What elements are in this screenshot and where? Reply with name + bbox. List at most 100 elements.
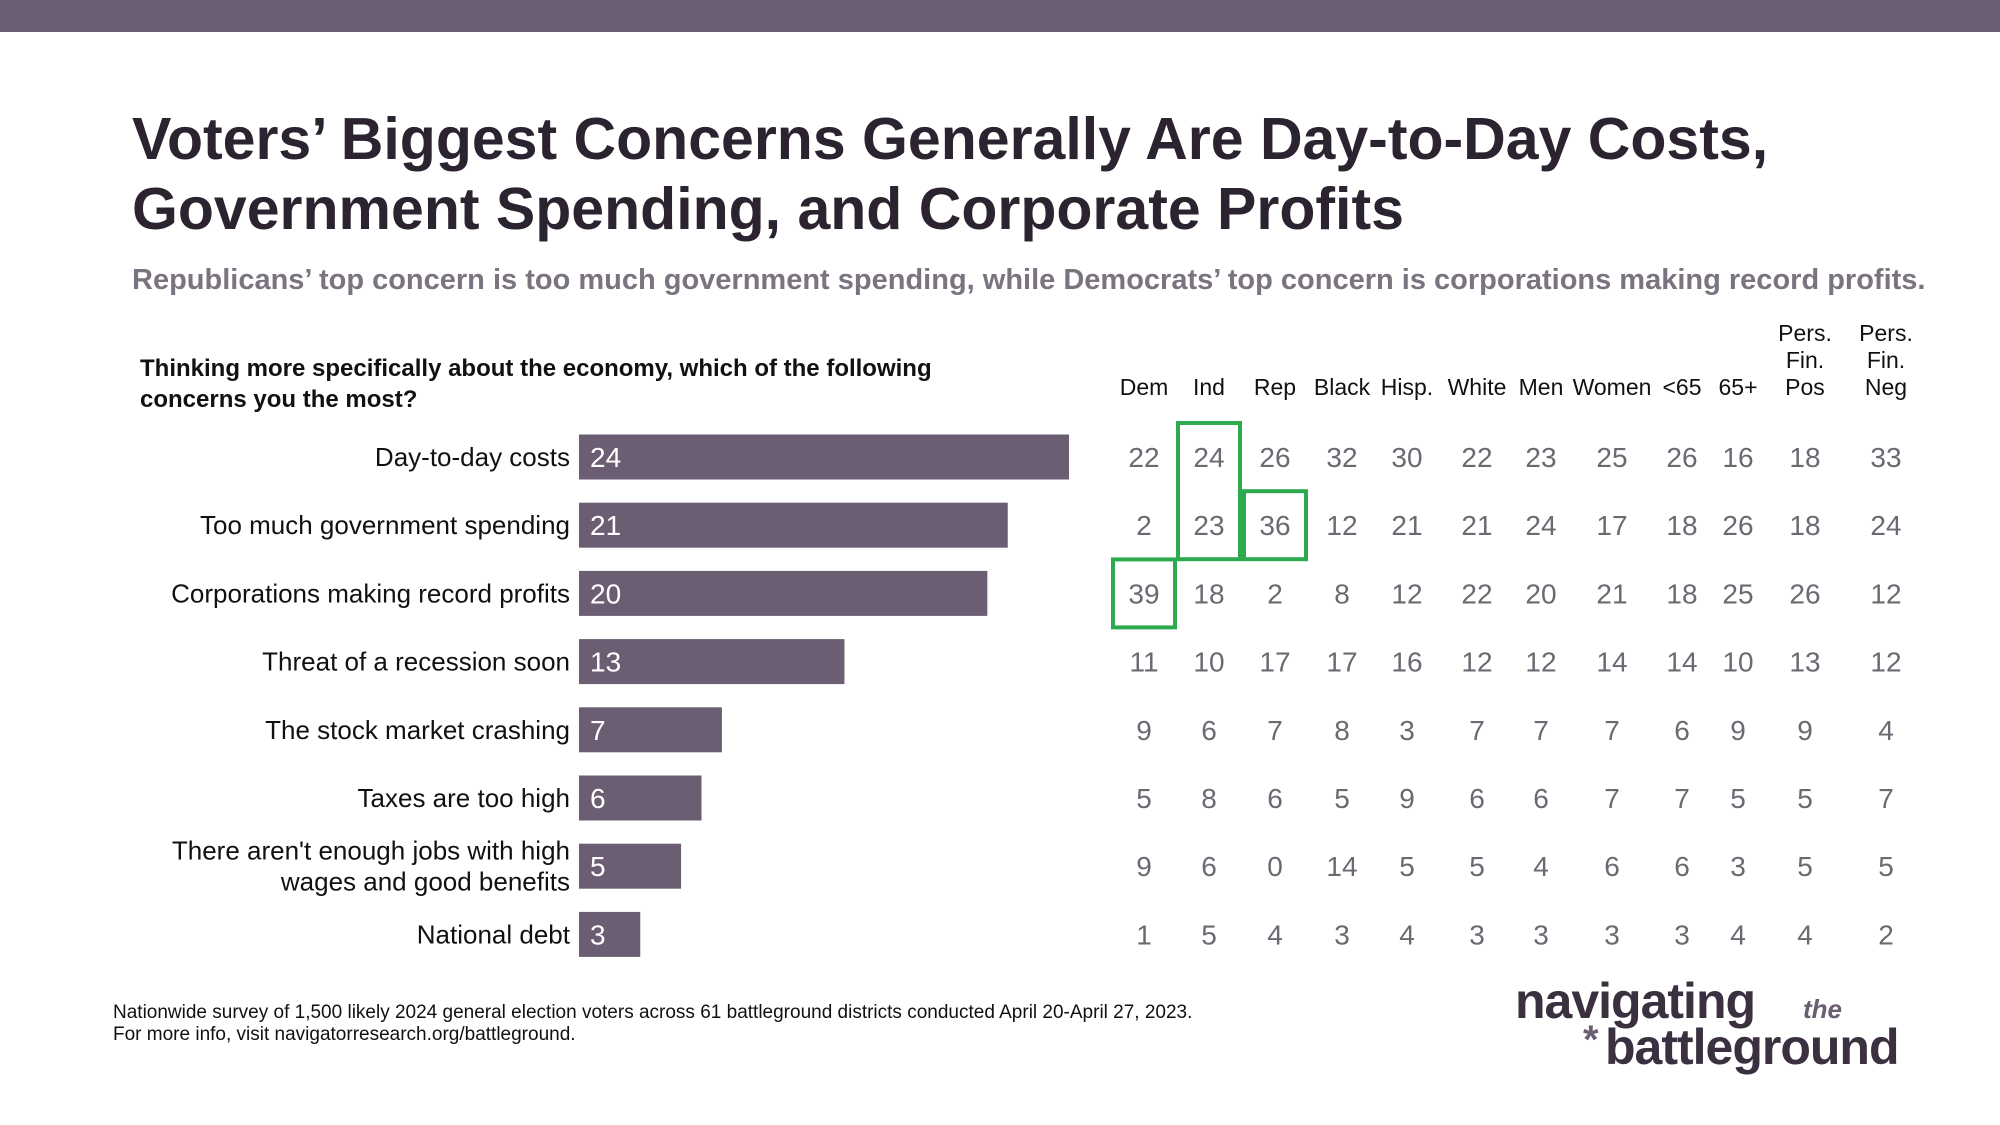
crosstab-cell: 7 [1674, 783, 1690, 814]
crosstab-cell: 5 [1469, 851, 1485, 882]
highlight-box [1111, 557, 1177, 630]
bar-value-label: 6 [590, 783, 606, 814]
highlight-box [1242, 489, 1308, 562]
crosstab-cell: 5 [1797, 851, 1813, 882]
bar [579, 570, 988, 616]
crosstab-cell: 5 [1399, 851, 1415, 882]
title-line-2: Government Spending, and Corporate Profi… [132, 176, 1404, 242]
crosstab-cell: 20 [1525, 578, 1556, 609]
crosstab-cell: 4 [1797, 919, 1813, 950]
crosstab-column-header: Dem [1120, 374, 1169, 400]
crosstab-cell: 3 [1399, 715, 1415, 746]
crosstab-cell: 8 [1201, 783, 1217, 814]
crosstab-cell: 14 [1326, 851, 1357, 882]
crosstab-cell: 16 [1722, 442, 1753, 473]
crosstab-cell: 7 [1878, 783, 1894, 814]
category-label: National debt [417, 919, 571, 949]
crosstab-cell: 3 [1533, 919, 1549, 950]
category-label: Corporations making record profits [171, 578, 570, 608]
crosstab-column-header: Black [1314, 374, 1371, 400]
crosstab-cell: 6 [1674, 715, 1690, 746]
crosstab-column-header: Fin. [1867, 347, 1905, 373]
bar [579, 502, 1008, 548]
crosstab-cell: 9 [1136, 715, 1152, 746]
bar-value-label: 13 [590, 647, 621, 678]
bar-value-label: 5 [590, 851, 606, 882]
footnote-line-2: For more info, visit navigatorresearch.o… [113, 1024, 576, 1045]
crosstab-cell: 24 [1870, 510, 1901, 541]
crosstab-cell: 5 [1334, 783, 1350, 814]
crosstab-cell: 12 [1326, 510, 1357, 541]
crosstab-cell: 22 [1461, 442, 1492, 473]
crosstab-cell: 8 [1334, 578, 1350, 609]
crosstab-column-header: Ind [1193, 374, 1225, 400]
crosstab-cell: 2 [1267, 578, 1283, 609]
crosstab-column-header: White [1448, 374, 1507, 400]
crosstab-cell: 26 [1666, 442, 1697, 473]
crosstab-column-header: Men [1519, 374, 1564, 400]
crosstab-cell: 17 [1326, 647, 1357, 678]
category-label: The stock market crashing [265, 715, 570, 745]
crosstab-cell: 26 [1722, 510, 1753, 541]
crosstab-cell: 16 [1391, 647, 1422, 678]
crosstab-cell: 5 [1201, 919, 1217, 950]
crosstab-cell: 8 [1334, 715, 1350, 746]
crosstab-cell: 23 [1193, 510, 1224, 541]
crosstab-column-header: Pers. [1778, 320, 1832, 346]
crosstab-cell: 6 [1469, 783, 1485, 814]
category-label: There aren't enough jobs with high [172, 836, 570, 866]
crosstab-cell: 11 [1129, 647, 1158, 678]
title-line-1: Voters’ Biggest Concerns Generally Are D… [132, 106, 1769, 172]
logo-line-1: navigating [1515, 973, 1756, 1029]
category-label: Too much government spending [200, 510, 570, 540]
crosstab-cell: 39 [1128, 578, 1159, 609]
highlight-box [1176, 421, 1242, 562]
crosstab-cell: 21 [1391, 510, 1422, 541]
crosstab-cell: 32 [1326, 442, 1357, 473]
crosstab-cell: 5 [1136, 783, 1152, 814]
footnote-line-1: Nationwide survey of 1,500 likely 2024 g… [113, 1002, 1193, 1023]
crosstab-cell: 3 [1674, 919, 1690, 950]
category-label: wages and good benefits [280, 867, 570, 897]
crosstab-cell: 6 [1201, 715, 1217, 746]
logo-star-icon: * [1583, 1018, 1599, 1062]
crosstab-column-header: Rep [1254, 374, 1296, 400]
logo-the: the [1803, 994, 1842, 1024]
top-accent-bar [0, 0, 2000, 32]
crosstab-cell: 1 [1136, 919, 1152, 950]
crosstab-cell: 6 [1533, 783, 1549, 814]
bar [579, 639, 845, 685]
crosstab-cell: 6 [1674, 851, 1690, 882]
bar-value-label: 21 [590, 510, 621, 541]
crosstab-cell: 30 [1391, 442, 1422, 473]
crosstab-cell: 4 [1730, 919, 1746, 950]
crosstab-cell: 18 [1193, 578, 1224, 609]
crosstab-cell: 18 [1789, 510, 1820, 541]
crosstab-cell: 9 [1797, 715, 1813, 746]
crosstab-cell: 13 [1789, 647, 1820, 678]
bar-value-label: 3 [590, 919, 606, 950]
crosstab-cell: 12 [1870, 578, 1901, 609]
crosstab-cell: 36 [1259, 510, 1290, 541]
bar [579, 911, 641, 957]
crosstab-cell: 24 [1525, 510, 1556, 541]
crosstab-cell: 12 [1870, 647, 1901, 678]
logo-line-2: battleground [1605, 1019, 1900, 1075]
crosstab-cell: 12 [1391, 578, 1422, 609]
crosstab-cell: 10 [1193, 647, 1224, 678]
crosstab-cell: 21 [1596, 578, 1627, 609]
crosstab-cell: 22 [1461, 578, 1492, 609]
page-title: Voters’ Biggest Concerns Generally Are D… [132, 104, 1952, 244]
crosstab-cell: 18 [1666, 510, 1697, 541]
crosstab-cell: 6 [1604, 851, 1620, 882]
crosstab-cell: 7 [1267, 715, 1283, 746]
crosstab-cell: 24 [1193, 442, 1224, 473]
crosstab-column-header: Pers. [1859, 320, 1913, 346]
crosstab-cell: 12 [1525, 647, 1556, 678]
crosstab-cell: 10 [1722, 647, 1753, 678]
crosstab-column-header: Pos [1785, 374, 1825, 400]
crosstab-cell: 5 [1797, 783, 1813, 814]
crosstab-cell: 23 [1525, 442, 1556, 473]
crosstab-cell: 9 [1399, 783, 1415, 814]
